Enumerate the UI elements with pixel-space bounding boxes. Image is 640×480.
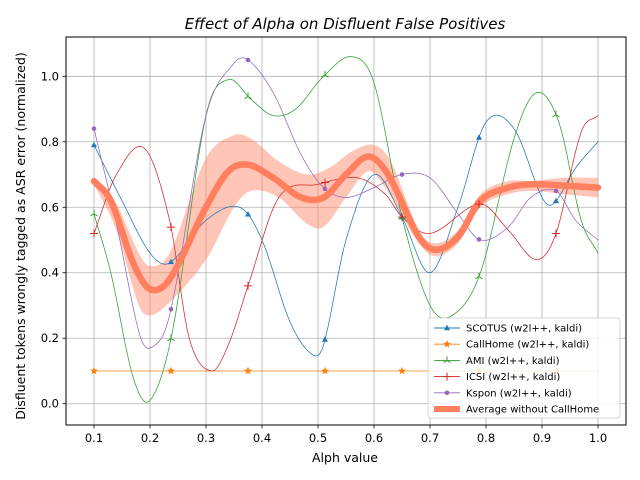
- x-tick-label: 0.8: [477, 431, 495, 445]
- y-tick-label: 0.8: [41, 135, 59, 149]
- grid: [66, 37, 626, 425]
- icsi-legend-label: ICSI (w2l++, kaldi): [466, 372, 560, 383]
- x-axis-label: Alph value: [312, 450, 378, 465]
- ami-data-point: [167, 334, 175, 342]
- x-tick-label: 0.9: [533, 431, 551, 445]
- x-tick-label: 1.0: [589, 431, 607, 445]
- kspon-data-point: [168, 306, 174, 312]
- scotus-data-point: [553, 197, 559, 204]
- icsi-data-point: [244, 281, 252, 290]
- x-tick-label: 0.6: [365, 431, 383, 445]
- scotus-data-point: [91, 141, 97, 148]
- kspon-series-line: [93, 57, 599, 349]
- ami-legend-marker: [443, 356, 451, 364]
- icsi-data-point: [552, 229, 560, 238]
- x-tick-label: 0.1: [85, 431, 103, 445]
- average-legend-label: Average without CallHome: [466, 405, 599, 416]
- kspon-data-point: [245, 57, 251, 63]
- ami-legend-label: AMI (w2l++, kaldi): [466, 356, 560, 367]
- icsi-data-point: [321, 178, 329, 187]
- icsi-data-point: [475, 200, 483, 209]
- callhome-data-point: [398, 366, 406, 375]
- kspon-data-point: [553, 188, 559, 194]
- y-axis-label: Disfluent tokens wrongly tagged as ASR e…: [13, 52, 28, 420]
- icsi-data-point: [398, 213, 406, 222]
- ami-data-point: [475, 272, 483, 280]
- legend-box: [427, 317, 621, 419]
- ami-data-point: [552, 110, 560, 118]
- kspon-legend-label: Kspon (w2l++, kaldi): [466, 388, 572, 399]
- average-series-line: [90, 153, 602, 294]
- icsi-data-point: [90, 229, 98, 238]
- ami-data-point: [90, 209, 98, 217]
- plot-frame: [65, 36, 627, 426]
- x-tick-label: 0.4: [253, 431, 271, 445]
- callhome-data-point: [321, 366, 329, 375]
- ami-series-line: [93, 56, 599, 403]
- y-tick-label: 0.6: [41, 200, 59, 214]
- ami-data-point: [321, 70, 329, 78]
- axis-ticks: 0.1 0.2 0.3 0.4 0.5 0.6 0.7 0.8 0.9 1.0 0.0 0.2 0.4 0…: [41, 69, 607, 445]
- x-tick-label: 0.7: [421, 431, 439, 445]
- kspon-data-point: [399, 172, 405, 177]
- scotus-series-line: [93, 114, 599, 357]
- y-tick-label: 0.2: [41, 331, 59, 345]
- confidence-band: [94, 134, 598, 316]
- y-tick-label: 0.0: [41, 397, 59, 411]
- kspon-data-point: [476, 237, 482, 242]
- series-markers: [90, 57, 560, 375]
- icsi-data-point: [167, 223, 175, 232]
- scotus-data-point: [476, 134, 482, 140]
- legend: SCOTUS (w2l++, kaldi) CallHome (w2l++, ka…: [427, 317, 621, 419]
- x-tick-label: 0.5: [309, 431, 327, 445]
- average-confidence-band: [94, 134, 598, 316]
- x-tick-label: 0.3: [197, 431, 215, 445]
- y-tick-label: 0.4: [41, 266, 59, 280]
- callhome-data-point: [244, 366, 252, 375]
- scotus-legend-label: SCOTUS (w2l++, kaldi): [466, 324, 582, 335]
- icsi-legend-marker: [443, 372, 451, 381]
- scotus-data-point: [245, 211, 251, 217]
- kspon-data-point: [91, 126, 97, 131]
- ami-data-point: [244, 92, 252, 100]
- y-tick-label: 1.0: [41, 69, 59, 83]
- chart-title: Effect of Alpha on Disfluent False Posit…: [185, 15, 506, 33]
- kspon-data-point: [322, 186, 328, 192]
- kspon-legend-marker: [444, 390, 450, 396]
- series-lines: [90, 56, 602, 403]
- callhome-legend-label: CallHome (w2l++, kaldi): [466, 340, 589, 351]
- callhome-data-point: [90, 366, 98, 375]
- callhome-data-point: [167, 366, 175, 375]
- x-tick-label: 0.2: [141, 431, 159, 445]
- scotus-legend-marker: [444, 324, 450, 331]
- scotus-data-point: [322, 336, 328, 342]
- callhome-legend-marker: [443, 340, 451, 348]
- scotus-data-point: [168, 258, 174, 265]
